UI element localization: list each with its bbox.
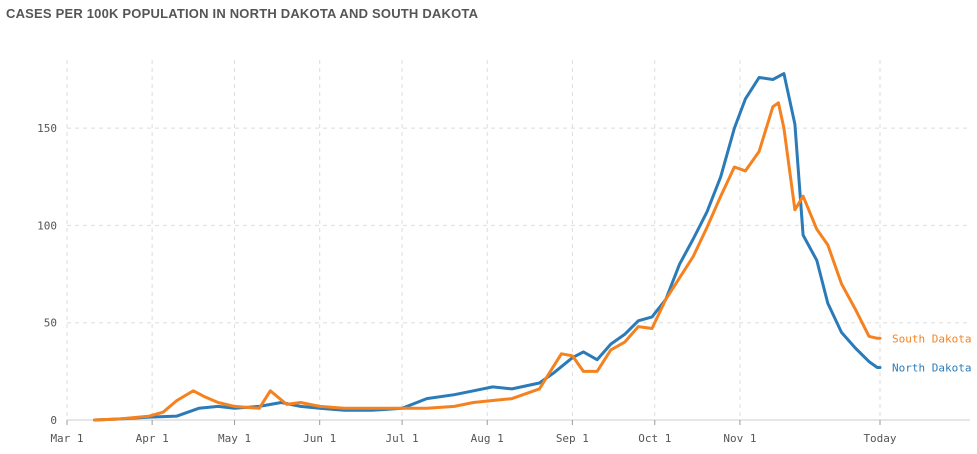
south-dakota-line [93,101,882,422]
x-tick-label: Aug 1 [471,432,504,445]
north-dakota-label: North Dakota [892,361,971,374]
south-dakota-label: South Dakota [892,332,971,345]
x-tick-label: Sep 1 [556,432,589,445]
y-tick-label: 100 [37,219,57,232]
x-tick-label: Mar 1 [50,432,83,445]
x-tick-label: Nov 1 [723,432,756,445]
x-tick-label: Today [863,432,896,445]
y-tick-label: 150 [37,122,57,135]
y-tick-label: 0 [50,414,57,427]
grid-layer [66,60,970,425]
x-tick-label: Jul 1 [386,432,419,445]
x-tick-label: Apr 1 [136,432,169,445]
y-tick-label: 50 [44,317,57,330]
tick-labels: 0 50 100 150 Mar 1 Apr 1 May 1 Jun 1 Jul 1 Aug 1 S… [37,122,897,445]
chart-title: CASES PER 100K POPULATION IN NORTH DAKOT… [6,6,479,21]
x-tick-label: Jun 1 [303,432,336,445]
series-layer [93,72,882,422]
north-dakota-line [93,72,882,422]
x-tick-label: Oct 1 [638,432,671,445]
series-labels: North Dakota South Dakota [892,332,971,374]
x-tick-label: May 1 [218,432,251,445]
